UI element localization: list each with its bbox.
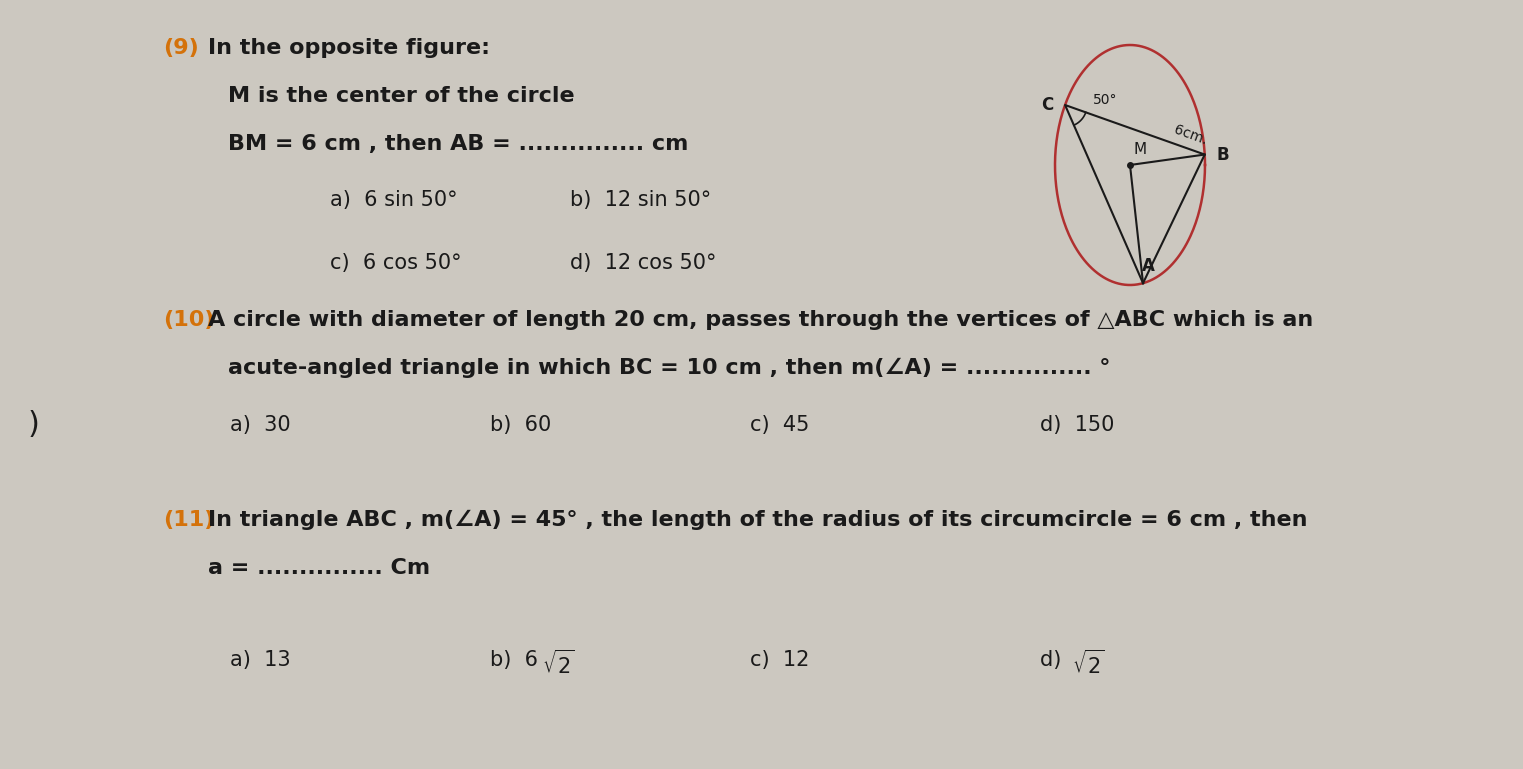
Text: a)  30: a) 30 (230, 415, 291, 435)
Text: A circle with diameter of length 20 cm, passes through the vertices of △ABC whic: A circle with diameter of length 20 cm, … (209, 310, 1313, 330)
Text: a)  6 sin 50°: a) 6 sin 50° (330, 190, 457, 210)
Text: d): d) (1040, 650, 1075, 670)
Text: In the opposite figure:: In the opposite figure: (209, 38, 490, 58)
Text: M: M (1135, 142, 1147, 157)
Text: M is the center of the circle: M is the center of the circle (228, 86, 574, 106)
Text: 6cm.: 6cm. (1173, 123, 1209, 148)
Text: (10): (10) (163, 310, 215, 330)
Text: b)  6: b) 6 (490, 650, 538, 670)
Text: d)  150: d) 150 (1040, 415, 1115, 435)
Text: 50°: 50° (1094, 93, 1118, 107)
Text: A: A (1142, 257, 1154, 275)
Text: C: C (1040, 96, 1052, 114)
Text: $\sqrt{2}$: $\sqrt{2}$ (542, 650, 574, 678)
Text: c)  45: c) 45 (749, 415, 809, 435)
Text: b)  12 sin 50°: b) 12 sin 50° (570, 190, 711, 210)
Text: B: B (1217, 145, 1229, 164)
Text: b)  60: b) 60 (490, 415, 551, 435)
Text: d)  12 cos 50°: d) 12 cos 50° (570, 253, 716, 273)
Text: a = ............... Cm: a = ............... Cm (209, 558, 429, 578)
Text: ): ) (27, 410, 40, 439)
Text: BM = 6 cm , then AB = ............... cm: BM = 6 cm , then AB = ............... cm (228, 134, 688, 154)
Text: c)  6 cos 50°: c) 6 cos 50° (330, 253, 461, 273)
Text: c)  12: c) 12 (749, 650, 809, 670)
Text: In triangle ABC , m(∠A) = 45° , the length of the radius of its circumcircle = 6: In triangle ABC , m(∠A) = 45° , the leng… (209, 510, 1308, 530)
Text: (9): (9) (163, 38, 198, 58)
Text: a)  13: a) 13 (230, 650, 291, 670)
Text: (11): (11) (163, 510, 215, 530)
Text: acute-angled triangle in which BC = 10 cm , then m(∠A) = ............... °: acute-angled triangle in which BC = 10 c… (228, 358, 1110, 378)
Text: $\sqrt{2}$: $\sqrt{2}$ (1072, 650, 1104, 678)
